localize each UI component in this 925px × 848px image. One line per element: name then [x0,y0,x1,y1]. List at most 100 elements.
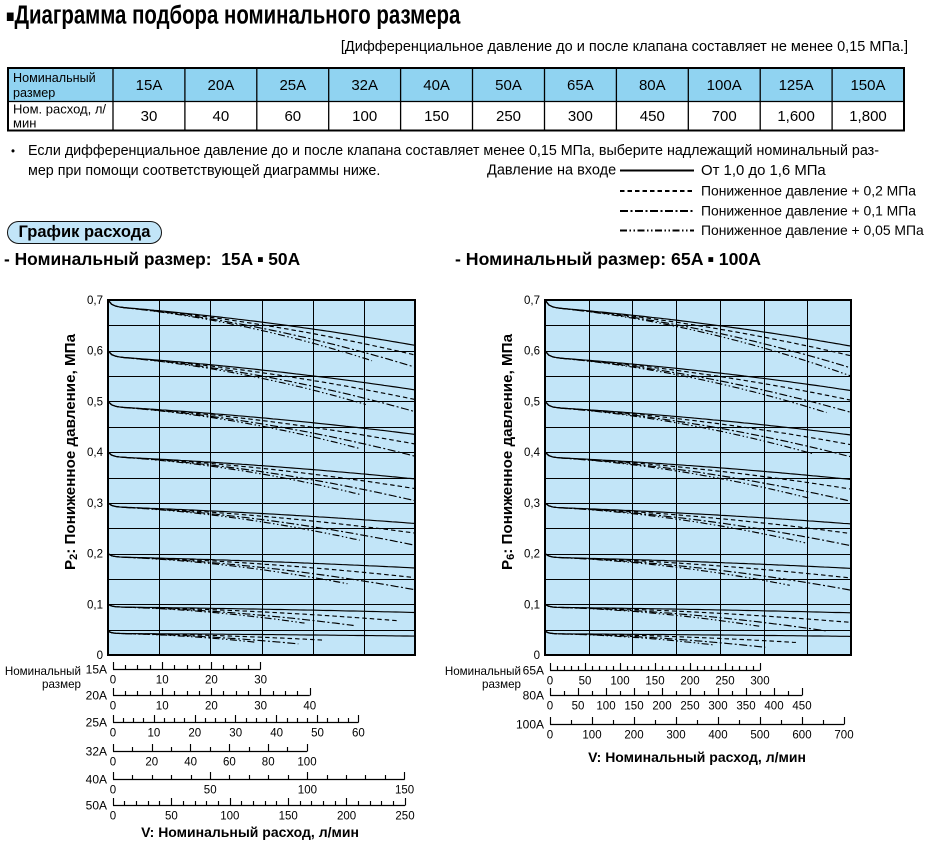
svg-text:0: 0 [110,675,116,687]
svg-text:0,2: 0,2 [87,549,103,561]
svg-text:Номинальный: Номинальный [5,665,81,678]
svg-text:32A: 32A [86,745,107,759]
svg-text:40: 40 [184,757,197,769]
svg-text:0: 0 [110,811,116,823]
svg-text:30: 30 [254,701,267,713]
svg-text:размер: размер [42,678,81,691]
svg-text:Пониженное давление + 0,05 МПа: Пониженное давление + 0,05 МПа [701,222,924,238]
svg-text:30: 30 [229,728,242,740]
svg-text:80: 80 [262,757,275,769]
svg-text:20: 20 [145,757,158,769]
svg-text:V: Номинальный расход, л/мин: V: Номинальный расход, л/мин [588,749,806,765]
svg-text:20A: 20A [208,77,235,94]
svg-text:100: 100 [610,676,629,688]
svg-text:125A: 125A [779,77,814,94]
svg-text:0: 0 [534,650,540,662]
svg-text:P2: Пониженное давление, МПа: P2: Пониженное давление, МПа [62,333,80,570]
svg-text:Ном. расход, л/: Ном. расход, л/ [13,102,106,117]
svg-text:0: 0 [110,728,116,740]
svg-text:50: 50 [165,811,178,823]
svg-text:0,1: 0,1 [524,599,540,611]
svg-text:0,2: 0,2 [524,549,540,561]
svg-text:0,6: 0,6 [87,346,103,358]
svg-text:0,5: 0,5 [87,396,103,408]
svg-text:60: 60 [352,728,365,740]
svg-text:150: 150 [424,108,449,125]
svg-text:10: 10 [148,728,161,740]
svg-text:350: 350 [736,701,755,713]
svg-text:450: 450 [640,108,665,125]
svg-text:200: 200 [680,676,699,688]
svg-text:200: 200 [652,701,671,713]
svg-text:100: 100 [297,757,316,769]
svg-text:500: 500 [750,730,769,742]
svg-text:250: 250 [496,108,521,125]
svg-text:1,800: 1,800 [849,108,887,125]
svg-text:V: Номинальный расход, л/мин: V: Номинальный расход, л/мин [141,824,359,840]
svg-text:0,4: 0,4 [524,447,541,459]
svg-text:150: 150 [395,785,414,797]
svg-text:0,1: 0,1 [87,599,103,611]
svg-text:250: 250 [680,701,699,713]
svg-text:15A: 15A [136,77,163,94]
svg-text:150: 150 [279,811,298,823]
svg-text:700: 700 [712,108,737,125]
svg-text:100: 100 [352,108,377,125]
svg-text:0,3: 0,3 [87,498,103,510]
svg-text:P6: Пониженное давление, МПа: P6: Пониженное давление, МПа [499,333,517,570]
svg-text:300: 300 [750,676,769,688]
svg-text:150: 150 [645,676,664,688]
svg-text:мин: мин [13,116,36,131]
svg-text:0,5: 0,5 [524,396,540,408]
svg-text:0,4: 0,4 [87,447,104,459]
svg-text:20: 20 [188,728,201,740]
svg-text:30: 30 [254,675,267,687]
svg-text:1,600: 1,600 [777,108,815,125]
svg-text:100A: 100A [707,77,742,94]
svg-text:50: 50 [579,676,592,688]
svg-text:Пониженное давление + 0,2 МПа: Пониженное давление + 0,2 МПа [701,183,916,199]
svg-text:20: 20 [205,701,218,713]
svg-text:250: 250 [715,676,734,688]
svg-text:200: 200 [337,811,356,823]
svg-text:400: 400 [708,730,727,742]
svg-text:600: 600 [792,730,811,742]
svg-text:0: 0 [547,730,553,742]
svg-text:20A: 20A [86,689,107,703]
svg-text:200: 200 [624,730,643,742]
svg-text:0: 0 [547,676,553,688]
svg-text:Номинальный: Номинальный [445,665,521,678]
svg-text:40: 40 [213,108,230,125]
svg-text:40A: 40A [423,77,450,94]
svg-text:20: 20 [205,675,218,687]
svg-text:32A: 32A [351,77,378,94]
svg-text:100: 100 [596,701,615,713]
svg-text:65A: 65A [523,664,544,678]
svg-text:15A: 15A [86,663,107,677]
svg-text:40A: 40A [86,773,107,787]
svg-text:0: 0 [97,650,103,662]
svg-text:50: 50 [311,728,324,740]
svg-text:размер: размер [13,86,55,100]
svg-text:30: 30 [141,108,158,125]
svg-text:80A: 80A [639,77,666,94]
svg-text:300: 300 [708,701,727,713]
svg-text:40: 40 [303,701,316,713]
svg-text:300: 300 [666,730,685,742]
svg-text:100: 100 [298,785,317,797]
svg-text:Номинальный: Номинальный [13,71,96,85]
svg-text:Пониженное давление + 0,1 МПа: Пониженное давление + 0,1 МПа [701,203,916,219]
svg-text:Давление на входе: Давление на входе [487,163,616,179]
svg-text:25A: 25A [86,716,107,730]
svg-text:100: 100 [582,730,601,742]
svg-text:0: 0 [110,785,116,797]
svg-text:10: 10 [156,701,169,713]
svg-text:10: 10 [156,675,169,687]
svg-text:0: 0 [110,757,116,769]
svg-text:450: 450 [792,701,811,713]
svg-text:100A: 100A [516,718,544,732]
svg-text:100: 100 [220,811,239,823]
svg-text:0,7: 0,7 [524,295,540,307]
svg-text:60: 60 [284,108,301,125]
svg-text:40: 40 [270,728,283,740]
